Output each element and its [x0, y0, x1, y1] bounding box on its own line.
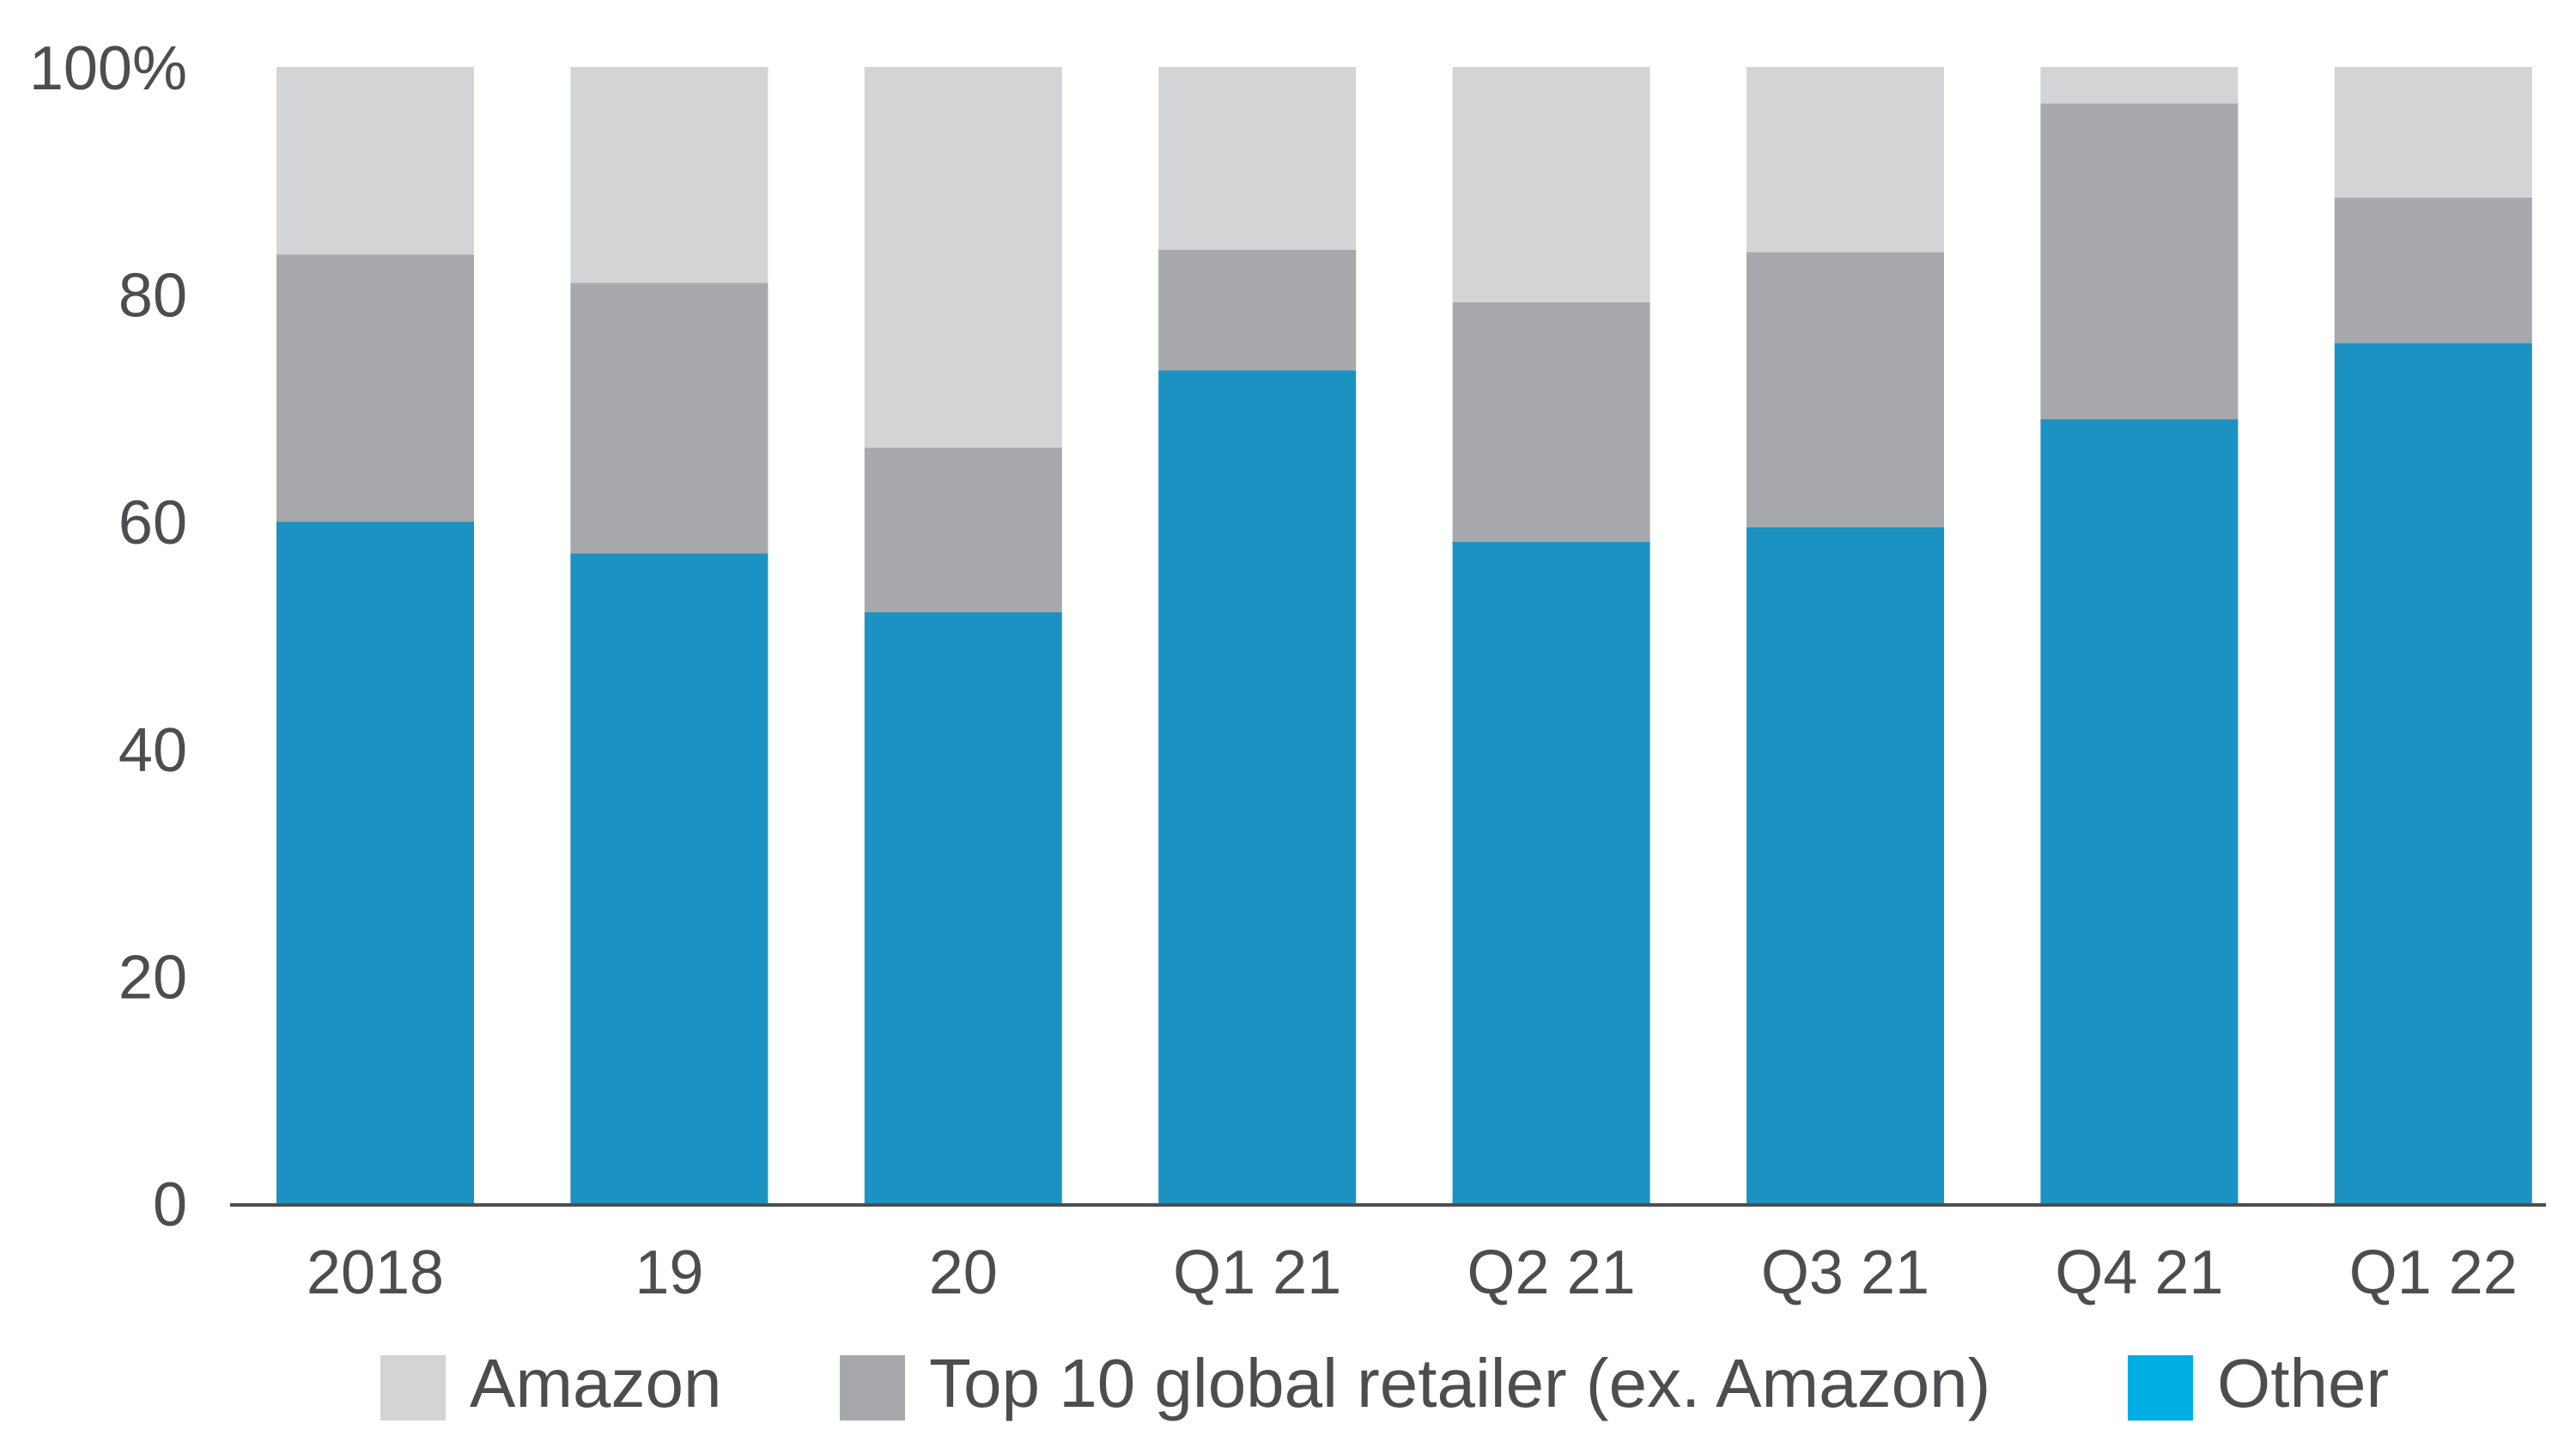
- bar-other-q1-21: [1158, 370, 1357, 1203]
- bar-other-q1-22: [2334, 343, 2532, 1203]
- bar-amazon-20: [864, 67, 1062, 448]
- x-tick-label: Q4 21: [2055, 1238, 2223, 1307]
- bar-other-q3-21: [1747, 526, 1944, 1203]
- x-tick-label: Q1 21: [1173, 1238, 1341, 1307]
- y-tick-label: 80: [118, 262, 187, 331]
- legend-swatch-top-10-global-retailer-ex-amazon: [840, 1355, 905, 1421]
- x-tick-label: Q3 21: [1761, 1238, 1929, 1307]
- bar-amazon-q1-22: [2334, 67, 2532, 198]
- legend-label-other: Other: [2217, 1345, 2389, 1421]
- y-tick-label: 100%: [29, 34, 187, 103]
- x-tick-label: Q2 21: [1467, 1238, 1636, 1307]
- bar-amazon-19: [570, 67, 769, 283]
- y-tick-label: 40: [118, 716, 187, 785]
- bar-amazon-2018: [276, 67, 474, 255]
- bar-amazon-q1-21: [1158, 67, 1357, 250]
- bar-top-10-global-retailer-ex-amazon-q1-21: [1158, 250, 1357, 371]
- legend-swatch-amazon: [380, 1355, 446, 1421]
- bar-top-10-global-retailer-ex-amazon-q2-21: [1452, 301, 1650, 543]
- bar-top-10-global-retailer-ex-amazon-q1-22: [2334, 198, 2532, 344]
- bar-top-10-global-retailer-ex-amazon-19: [570, 283, 769, 554]
- bar-top-10-global-retailer-ex-amazon-q3-21: [1747, 252, 1944, 527]
- bar-other-20: [864, 612, 1062, 1203]
- x-tick-label: Q1 22: [2349, 1238, 2518, 1307]
- legend-swatch-other: [2128, 1355, 2193, 1421]
- bar-other-q4-21: [2040, 419, 2239, 1204]
- x-tick-label: 19: [635, 1238, 703, 1307]
- bar-amazon-q4-21: [2040, 67, 2239, 104]
- legend: Amazon Top 10 global retailer (ex. Amazon…: [380, 1345, 2389, 1421]
- bar-other-q2-21: [1452, 542, 1650, 1203]
- bar-amazon-q3-21: [1747, 67, 1944, 252]
- bar-top-10-global-retailer-ex-amazon-q4-21: [2040, 103, 2239, 420]
- y-tick-label: 60: [118, 489, 187, 557]
- y-tick-label: 20: [118, 943, 187, 1012]
- bar-top-10-global-retailer-ex-amazon-2018: [276, 254, 474, 522]
- bar-amazon-q2-21: [1452, 67, 1650, 302]
- legend-label-amazon: Amazon: [470, 1345, 721, 1421]
- bars-group: [276, 67, 2532, 1204]
- x-axis-tick-labels: 2018 19 20 Q1 21 Q2 21 Q3 21 Q4 21 Q1 22: [307, 1238, 2518, 1307]
- x-tick-label: 2018: [307, 1238, 444, 1307]
- x-tick-label: 20: [929, 1238, 998, 1307]
- y-tick-label: 0: [153, 1171, 187, 1239]
- bar-other-19: [570, 553, 769, 1203]
- y-axis-tick-labels: 0 20 40 60 80 100%: [29, 34, 187, 1239]
- bar-top-10-global-retailer-ex-amazon-20: [864, 447, 1062, 612]
- bar-other-2018: [276, 521, 474, 1203]
- legend-label-top-10-global-retailer-ex-amazon: Top 10 global retailer (ex. Amazon): [929, 1345, 1990, 1421]
